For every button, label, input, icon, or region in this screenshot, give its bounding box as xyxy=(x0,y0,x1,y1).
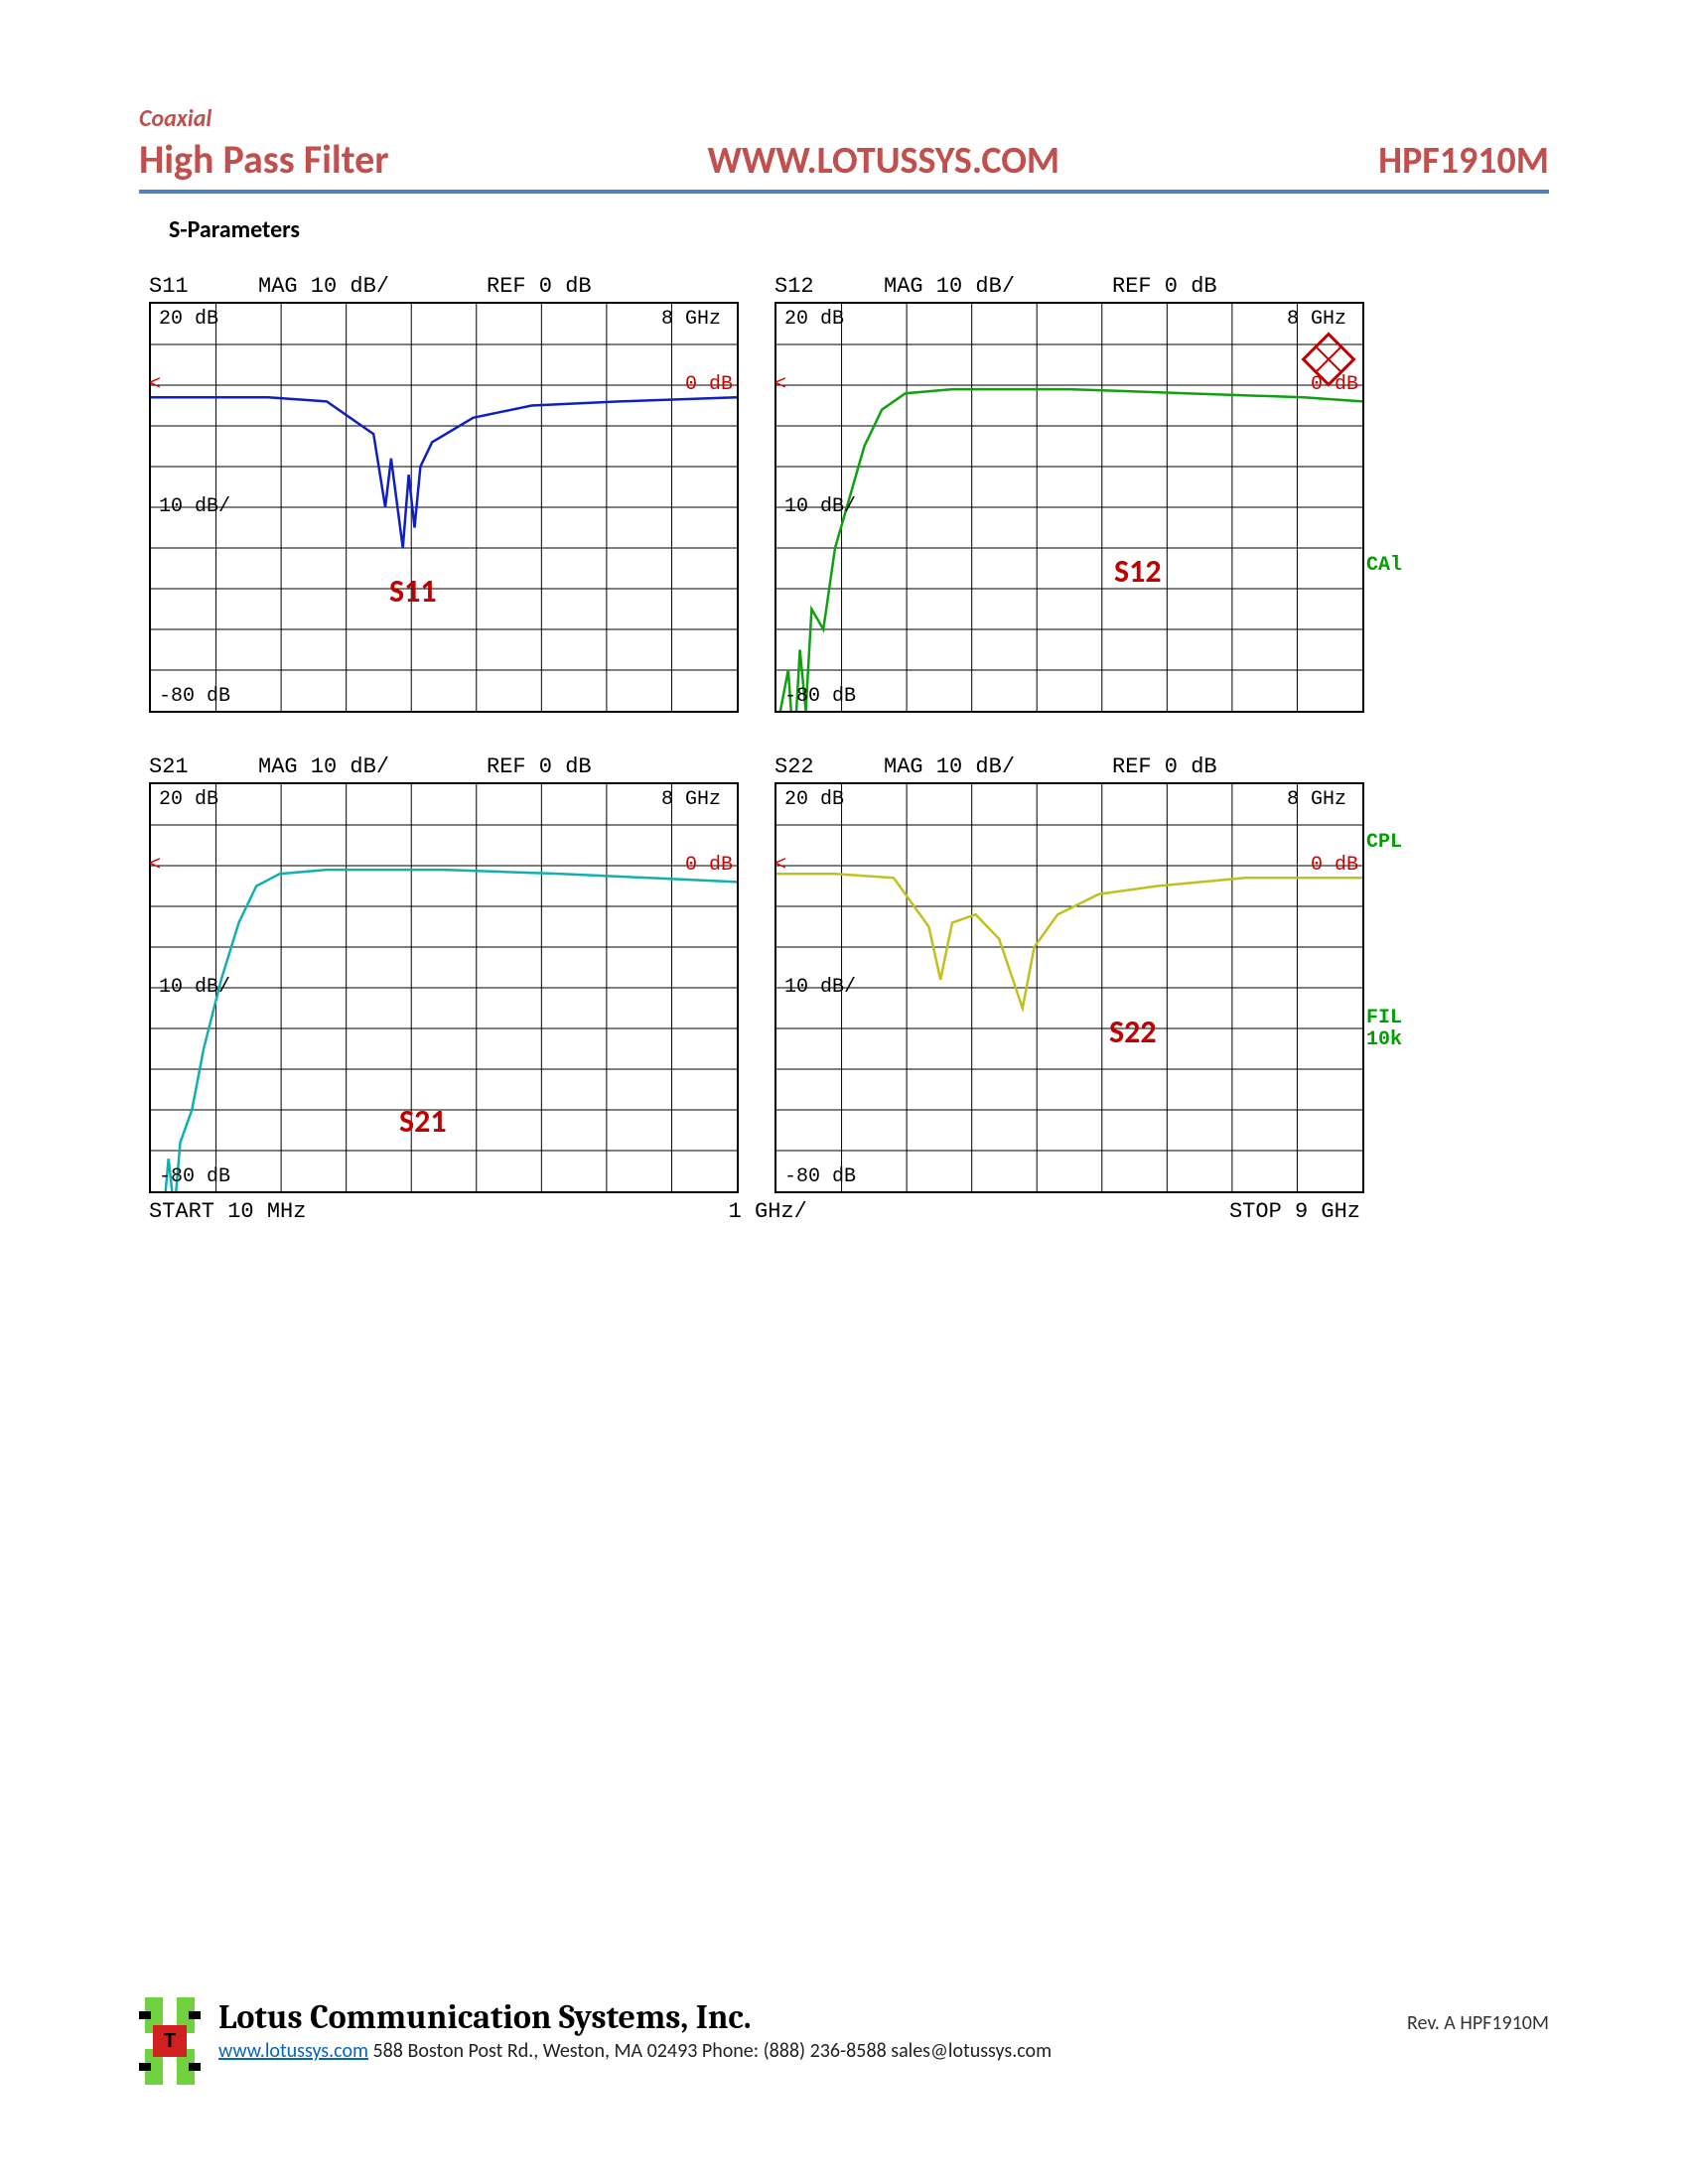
plot-S22: 20 dB 8 GHz 10 dB/ -80 dB 0 dB < S22 xyxy=(774,782,1364,1193)
ref-arrow: < xyxy=(149,854,161,877)
ref-arrow: < xyxy=(149,373,161,396)
plot-label: 10 dB/ xyxy=(784,976,856,999)
header-url: WWW.LOTUSSYS.COM xyxy=(707,138,1059,184)
plot-label: -80 dB xyxy=(159,685,230,708)
footer-rev: Rev. A HPF1910M xyxy=(1407,2011,1549,2035)
plot-label: 20 dB xyxy=(784,788,844,811)
plot-S12: 20 dB8 GHz10 dB/-80 dB0 dB<S12 xyxy=(774,302,1364,713)
plot-label: 8 GHz xyxy=(1287,788,1346,811)
s-label-S22: S22 xyxy=(1109,1013,1157,1051)
header-row: High Pass Filter WWW.LOTUSSYS.COM HPF191… xyxy=(139,135,1549,184)
side-label-cpl: CPL xyxy=(1366,831,1402,854)
side-label-cal: CAl xyxy=(1366,554,1402,577)
ref-zero-label: 0 dB xyxy=(685,854,733,877)
footer-company: Lotus Communication Systems, Inc. xyxy=(218,1997,752,2037)
plot-label: -80 dB xyxy=(159,1165,230,1188)
ref-arrow: < xyxy=(774,373,786,396)
plot-label: 8 GHz xyxy=(1287,308,1346,331)
instrument-logo-icon xyxy=(1299,330,1358,389)
lotus-logo-icon: T xyxy=(139,1997,201,2085)
plot-label: -80 dB xyxy=(784,1165,856,1188)
plot-bottom-scale: START 10 MHz1 GHz/STOP 9 GHz xyxy=(149,1199,1360,1224)
plot-label: 20 dB xyxy=(784,308,844,331)
ref-zero-label: 0 dB xyxy=(685,373,733,396)
plot-header-S12: S12MAG 10 dB/REF 0 dB xyxy=(774,274,1360,299)
s-label-S11: S11 xyxy=(389,572,437,611)
plot-label: 10 dB/ xyxy=(784,495,856,518)
header-part: HPF1910M xyxy=(1378,138,1549,184)
plot-header-S11: S11MAG 10 dB/REF 0 dB xyxy=(149,274,735,299)
side-label-fil: FIL xyxy=(1366,1007,1402,1029)
plot-label: 8 GHz xyxy=(661,308,721,331)
footer-address: 588 Boston Post Rd., Weston, MA 02493 Ph… xyxy=(368,2039,1052,2063)
header-rule xyxy=(139,190,1549,194)
plot-label: 10 dB/ xyxy=(159,495,230,518)
plot-label: -80 dB xyxy=(784,685,856,708)
section-title: S-Parameters xyxy=(169,215,1549,244)
footer-address-line: www.lotussys.com 588 Boston Post Rd., We… xyxy=(218,2039,1549,2063)
plot-S11: 20 dB 8 GHz 10 dB/ -80 dB 0 dB < S11 xyxy=(149,302,739,713)
page-footer: T Lotus Communication Systems, Inc. Rev.… xyxy=(139,1997,1549,2085)
s-label-S21: S21 xyxy=(399,1102,447,1141)
plot-header-S21: S21MAG 10 dB/REF 0 dB xyxy=(149,754,735,779)
header-title: High Pass Filter xyxy=(139,135,388,184)
svg-text:T: T xyxy=(164,2030,176,2052)
plot-label: 10 dB/ xyxy=(159,976,230,999)
plot-S21: 20 dB 8 GHz 10 dB/ -80 dB 0 dB < S21 xyxy=(149,782,739,1193)
plot-label: 8 GHz xyxy=(661,788,721,811)
s-parameter-plots: S11MAG 10 dB/REF 0 dB 20 dB 8 GHz 10 dB/ -80… xyxy=(149,274,1539,1239)
plot-header-S22: S22MAG 10 dB/REF 0 dB xyxy=(774,754,1360,779)
plot-label: 20 dB xyxy=(159,788,218,811)
plot-label: 20 dB xyxy=(159,308,218,331)
ref-arrow: < xyxy=(774,854,786,877)
ref-zero-label: 0 dB xyxy=(1311,854,1358,877)
side-label-10k: 10k xyxy=(1366,1028,1402,1051)
header-coaxial: Coaxial xyxy=(139,104,1549,133)
s-label-S12: S12 xyxy=(1114,552,1162,591)
footer-link[interactable]: www.lotussys.com xyxy=(218,2039,368,2063)
